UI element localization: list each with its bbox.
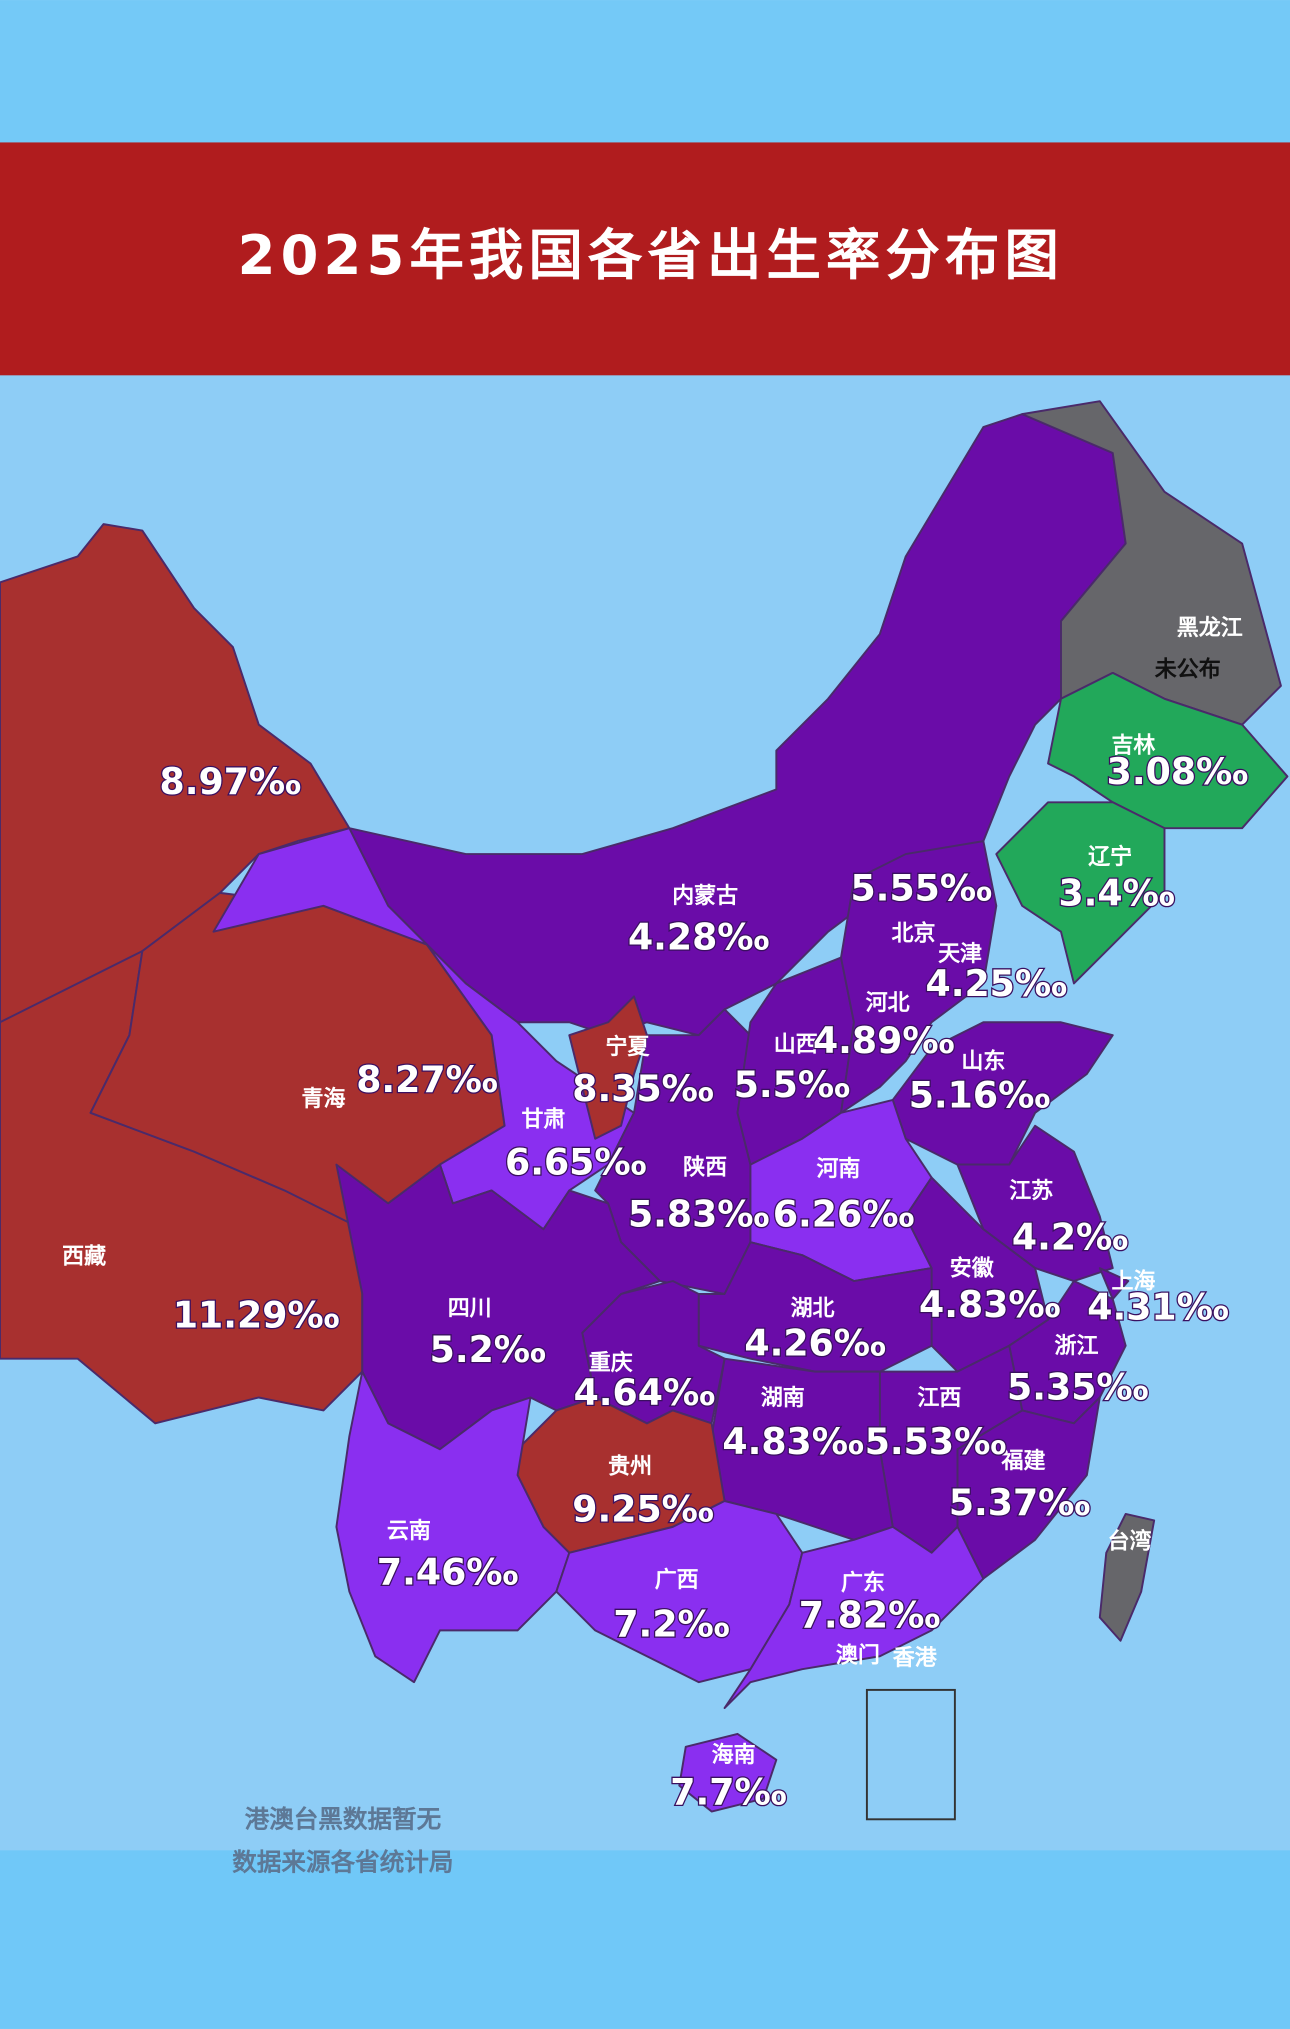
province <box>1098 1512 1156 1642</box>
province-name: 云南 <box>387 1519 431 1544</box>
province <box>723 1525 985 1709</box>
rate-label: 4.2‰ <box>1012 1216 1128 1259</box>
province-name: 广东 <box>841 1570 885 1596</box>
province-name: 澳门 <box>836 1642 880 1668</box>
rate-label: 5.83‰ <box>628 1192 770 1235</box>
title: 2025年我国各省出生率分布图 <box>238 224 1064 287</box>
rate-label: 7.46‰ <box>377 1551 519 1594</box>
province-name: 安徽 <box>950 1255 995 1281</box>
province <box>995 801 1166 985</box>
province <box>891 1021 1114 1166</box>
province-name: 青海 <box>301 1086 345 1112</box>
province-name: 江苏 <box>1009 1178 1053 1204</box>
province <box>1047 671 1289 830</box>
province <box>697 1241 933 1373</box>
province-name: 山西 <box>774 1033 818 1058</box>
rate-label: 4.26‰ <box>744 1322 886 1365</box>
rate-label: 9.25‰ <box>572 1487 714 1530</box>
rate-label: 4.64‰ <box>574 1371 716 1414</box>
province-name: 河南 <box>816 1157 860 1182</box>
rate-label: 5.35‰ <box>1007 1366 1149 1409</box>
rate-label: 11.29‰ <box>173 1293 340 1336</box>
province-name: 福建 <box>1000 1449 1045 1474</box>
rate-label: 4.89‰ <box>813 1019 955 1062</box>
province-name: 吉林 <box>1111 733 1155 759</box>
province-name: 内蒙古 <box>672 883 738 909</box>
province-name: 重庆 <box>589 1350 633 1376</box>
province-name: 山东 <box>961 1048 1005 1074</box>
rate-label: 8.97‰ <box>160 760 302 803</box>
province-name: 北京 <box>891 920 935 946</box>
province-name: 海南 <box>712 1742 756 1768</box>
province-name: 香港 <box>893 1646 938 1671</box>
rate-label: 5.2‰ <box>430 1328 546 1371</box>
rate-label: 3.4‰ <box>1058 871 1174 914</box>
province <box>212 827 635 1231</box>
province-name: 河北 <box>866 991 910 1016</box>
province-name: 广西 <box>655 1567 699 1593</box>
provinces <box>0 400 1289 1813</box>
rate-label: 5.5‰ <box>734 1063 850 1106</box>
province-name: 浙江 <box>1055 1334 1099 1359</box>
province-name: 台湾 <box>1108 1528 1152 1554</box>
province-name: 陕西 <box>683 1155 727 1180</box>
province-name: 宁夏 <box>606 1034 651 1060</box>
rate-label: 3.08‰ <box>1107 750 1249 793</box>
bottom-band <box>0 1850 1290 2029</box>
rate-label: 6.65‰ <box>505 1141 647 1184</box>
province-name: 西藏 <box>62 1245 106 1270</box>
province-name: 湖南 <box>761 1386 805 1411</box>
rate-label: 7.2‰ <box>613 1603 729 1646</box>
rate-label: 4.25‰ <box>926 962 1068 1005</box>
province-name: 上海 <box>1111 1268 1155 1294</box>
footnote: 港澳台黑数据暂无 <box>245 1805 442 1834</box>
province-name: 黑龙江 <box>1177 616 1243 641</box>
rate-label: 7.7‰ <box>670 1771 786 1814</box>
rate-label: 5.55‰ <box>850 866 992 909</box>
rate-label: 5.53‰ <box>865 1420 1007 1463</box>
province-name: 四川 <box>448 1297 492 1322</box>
province <box>840 840 998 1114</box>
rate-label: 4.83‰ <box>722 1420 864 1463</box>
rate-label: 8.27‰ <box>356 1058 498 1101</box>
province-name: 甘肃 <box>521 1107 565 1133</box>
rate-label: 7.82‰ <box>799 1593 941 1636</box>
south-sea-inset <box>865 1688 956 1821</box>
top-band <box>0 0 1290 143</box>
rate-label: 6.26‰ <box>773 1192 915 1235</box>
footnote: 数据来源各省统计局 <box>232 1847 453 1876</box>
province-name: 江西 <box>917 1386 961 1411</box>
province-name: 辽宁 <box>1088 844 1132 870</box>
rate-label: 4.28‰ <box>628 915 770 958</box>
rate-label: 4.83‰ <box>919 1283 1061 1326</box>
title-banner <box>0 142 1290 376</box>
province <box>1098 1267 1130 1301</box>
province <box>568 995 648 1140</box>
province-name: 天津 <box>938 941 982 967</box>
province-name: 贵州 <box>608 1454 652 1479</box>
province-name: 湖北 <box>791 1297 835 1322</box>
province <box>678 1732 778 1813</box>
rate-label: 8.35‰ <box>572 1067 714 1110</box>
rate-label: 4.31‰ <box>1087 1286 1229 1329</box>
rate-label: 未公布 <box>1155 656 1221 682</box>
rate-label: 5.16‰ <box>909 1073 1051 1116</box>
rate-label: 5.37‰ <box>949 1481 1091 1524</box>
labels: 8.97‰ 西藏 11.29‰ 青海 8.27‰ 甘肃 6.65‰ 内蒙古 4.… <box>62 616 1249 1815</box>
